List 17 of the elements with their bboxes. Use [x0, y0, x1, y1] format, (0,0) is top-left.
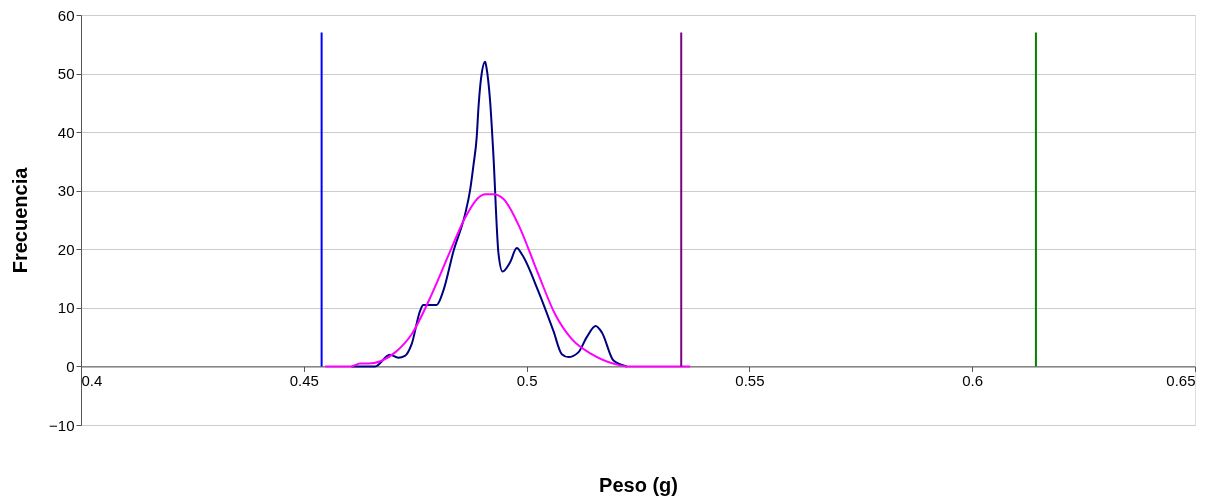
x-tick-label: 0.6 [962, 371, 984, 389]
y-tick-label: 20 [57, 240, 75, 258]
y-tick-label: 40 [57, 123, 75, 141]
x-tick-label: 0.65 [1166, 371, 1196, 389]
y-tick-label: 0 [66, 357, 75, 375]
x-axis-title: Peso (g) [599, 473, 678, 496]
line-series [324, 193, 692, 368]
y-tick-label: 10 [57, 299, 75, 317]
y-axis-title: Frecuencia [9, 166, 32, 274]
y-tick-label: 50 [57, 65, 75, 83]
y-tick-label: 60 [57, 6, 75, 24]
x-tick-label: 0.45 [289, 371, 319, 389]
y-tick-label: 30 [57, 182, 75, 200]
y-tick-label: −10 [49, 416, 75, 434]
x-tick-label: 0.5 [516, 371, 538, 389]
x-tick-label: 0.55 [735, 371, 765, 389]
x-tick-label: 0.4 [81, 371, 103, 389]
